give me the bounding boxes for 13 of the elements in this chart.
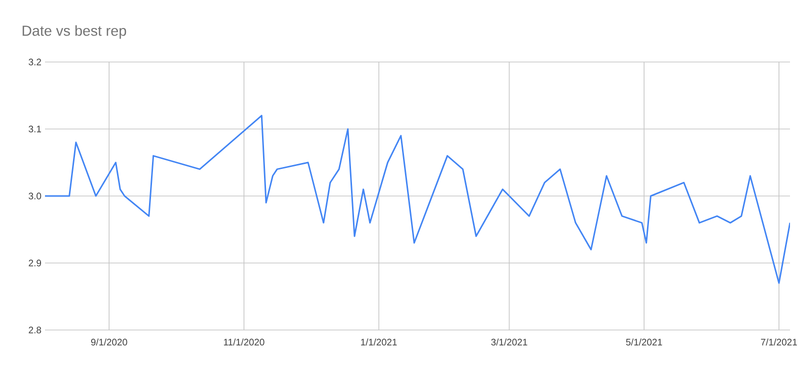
y-tick-label: 3.0 (28, 192, 42, 200)
x-tick-label: 1/1/2021 (361, 338, 397, 346)
x-tick-label: 9/1/2020 (91, 338, 128, 346)
x-tick-label: 11/1/2020 (224, 338, 264, 346)
y-tick-label: 3.2 (28, 58, 42, 66)
y-tick-label: 2.8 (28, 326, 42, 334)
y-tick-label: 2.9 (28, 260, 42, 266)
x-tick-label: 5/1/2021 (626, 338, 662, 346)
y-tick-label: 3.1 (28, 126, 42, 132)
chart-title: Date vs best rep (22, 25, 126, 39)
line-series (45, 114, 790, 284)
x-tick-label: 7/1/2021 (761, 338, 797, 346)
x-tick-label: 3/1/2021 (491, 338, 528, 346)
